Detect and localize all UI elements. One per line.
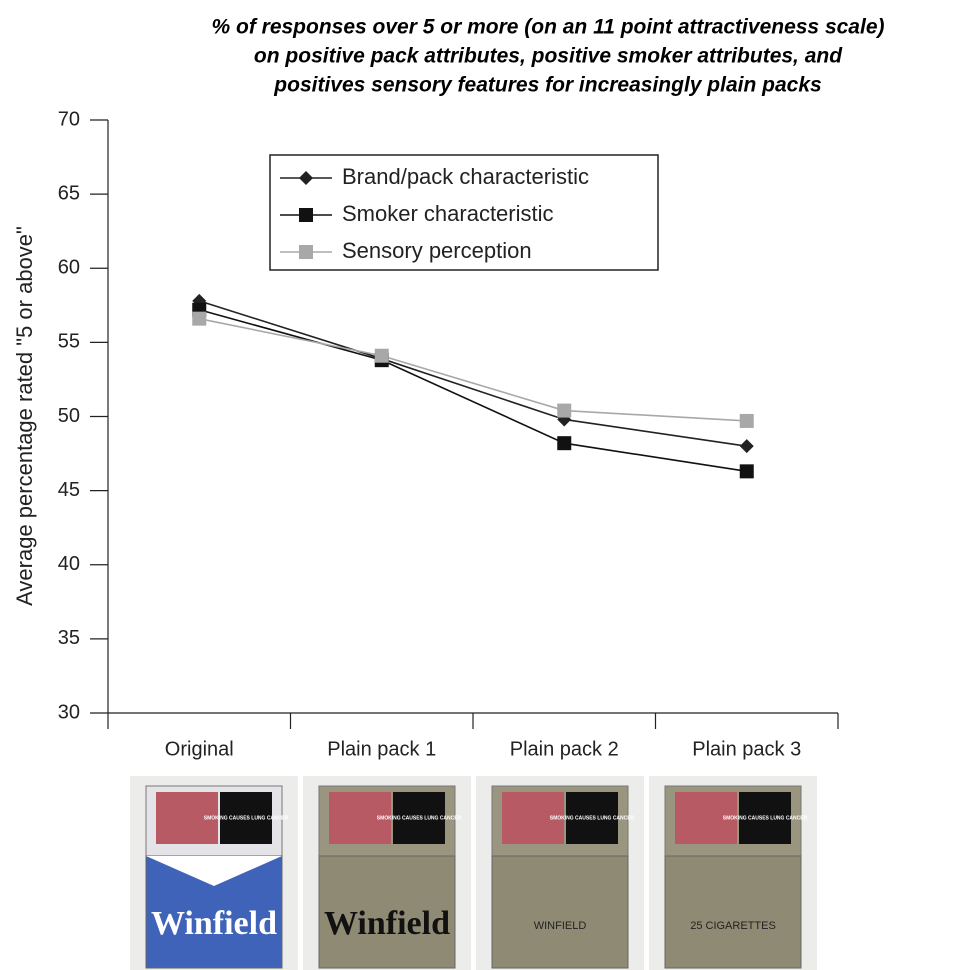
y-tick-label: 70 (58, 108, 80, 130)
pack-warning-text: SMOKING CAUSES LUNG CANCER (723, 815, 808, 821)
y-tick-label: 50 (58, 405, 80, 427)
y-tick-label: 45 (58, 479, 80, 501)
data-point (192, 312, 206, 326)
pack-brand: Winfield (151, 905, 277, 942)
data-point (375, 349, 389, 363)
pack-body (492, 856, 628, 968)
series-line (199, 310, 747, 472)
x-tick-label: Plain pack 3 (692, 738, 801, 760)
legend-marker (299, 208, 313, 222)
y-tick-label: 30 (58, 701, 80, 723)
x-tick-label: Original (165, 738, 234, 760)
y-tick-label: 35 (58, 627, 80, 649)
x-tick-label: Plain pack 2 (510, 738, 619, 760)
pack-brand: WINFIELD (534, 920, 587, 932)
y-axis-label: Average percentage rated "5 or above" (12, 226, 37, 606)
chart-title: % of responses over 5 or more (on an 11 … (211, 16, 884, 39)
y-tick-label: 40 (58, 553, 80, 575)
legend-label: Brand/pack characteristic (342, 164, 589, 189)
pack-warning-text: SMOKING CAUSES LUNG CANCER (204, 815, 289, 821)
y-tick-label: 60 (58, 257, 80, 279)
data-point (557, 404, 571, 418)
y-tick-label: 65 (58, 182, 80, 204)
data-point (740, 439, 754, 453)
legend-label: Smoker characteristic (342, 201, 554, 226)
y-tick-label: 55 (58, 331, 80, 353)
legend-label: Sensory perception (342, 238, 532, 263)
legend-marker (299, 245, 313, 259)
pack-warning-text: SMOKING CAUSES LUNG CANCER (550, 815, 635, 821)
data-point (740, 464, 754, 478)
series-line (199, 319, 747, 421)
pack-warning-text: SMOKING CAUSES LUNG CANCER (377, 815, 462, 821)
chart: % of responses over 5 or more (on an 11 … (0, 0, 979, 970)
chart-title: on positive pack attributes, positive sm… (254, 45, 843, 68)
pack-brand: 25 CIGARETTES (690, 920, 776, 932)
pack-body (665, 856, 801, 968)
chart-title: positives sensory features for increasin… (273, 74, 821, 97)
data-point (557, 436, 571, 450)
pack-brand: Winfield (324, 905, 450, 942)
x-tick-label: Plain pack 1 (327, 738, 436, 760)
series-line (199, 301, 747, 446)
data-point (740, 414, 754, 428)
